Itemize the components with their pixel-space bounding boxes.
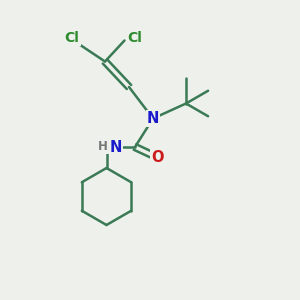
- Text: Cl: Cl: [64, 31, 80, 45]
- Text: N: N: [147, 111, 159, 126]
- Text: N: N: [110, 140, 122, 154]
- Text: O: O: [151, 150, 164, 165]
- Text: Cl: Cl: [128, 31, 142, 45]
- Text: H: H: [98, 140, 108, 154]
